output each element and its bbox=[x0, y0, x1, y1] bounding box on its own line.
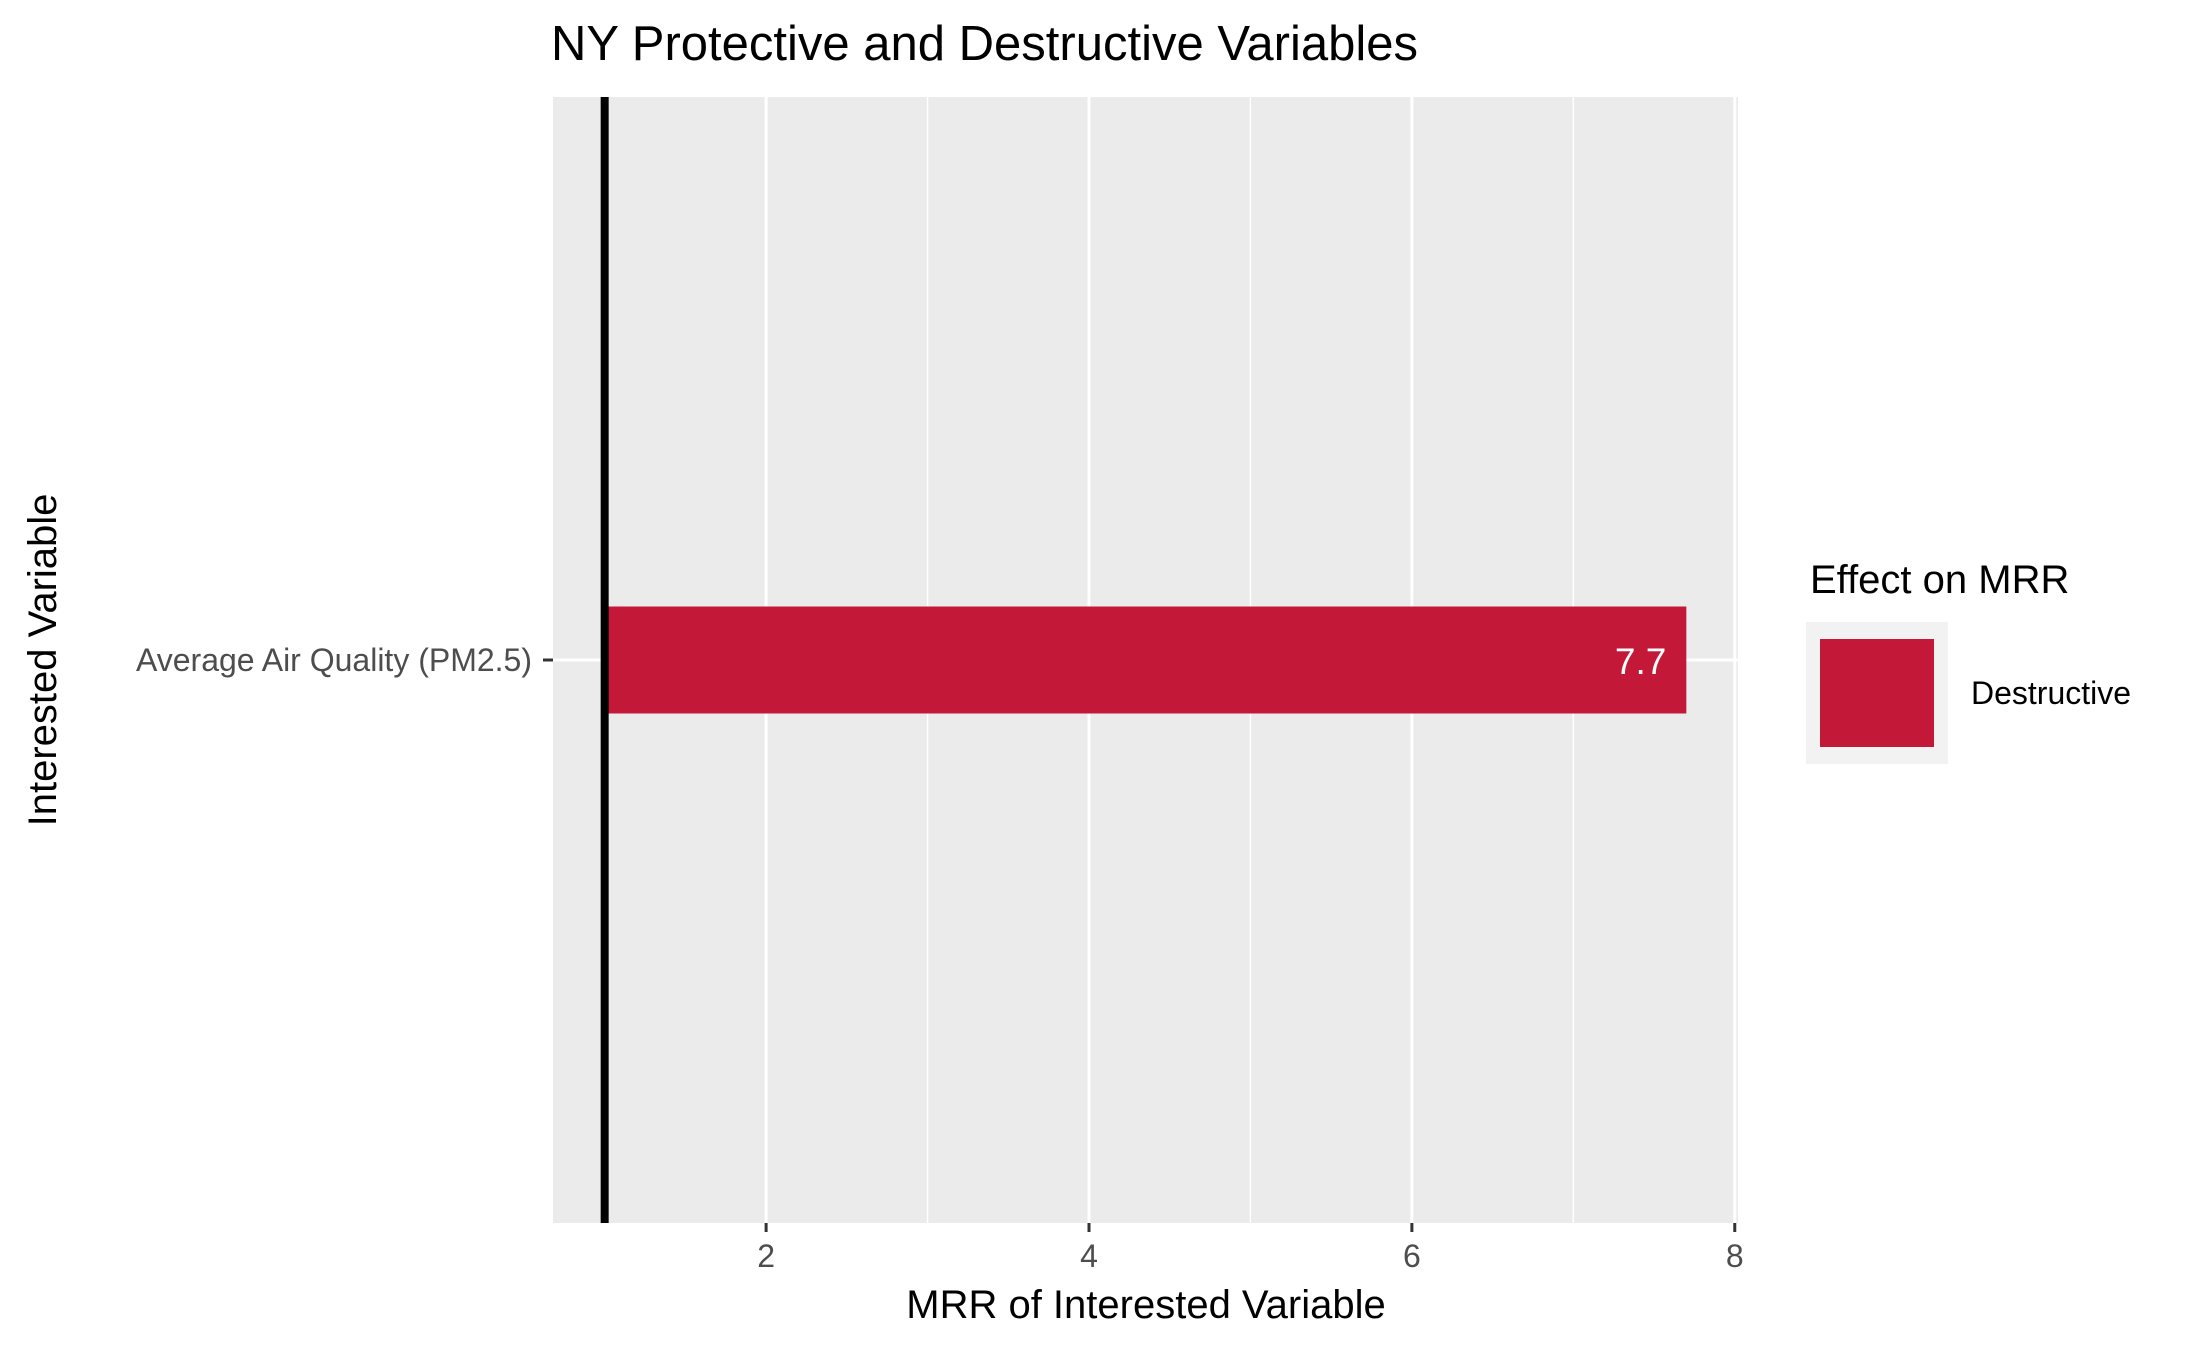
x-tick-label: 4 bbox=[1080, 1238, 1098, 1274]
x-axis: 2 4 6 8 bbox=[757, 1223, 1744, 1274]
x-tick-label: 2 bbox=[757, 1238, 775, 1274]
y-axis: Average Air Quality (PM2.5) bbox=[136, 642, 553, 678]
legend-title: Effect on MRR bbox=[1810, 558, 2069, 602]
x-tick-label: 8 bbox=[1726, 1238, 1744, 1274]
legend-entry-label: Destructive bbox=[1971, 675, 2131, 711]
legend-key-swatch bbox=[1820, 639, 1934, 747]
y-axis-label: Interested Variable bbox=[21, 494, 65, 827]
x-axis-label: MRR of Interested Variable bbox=[906, 1283, 1385, 1327]
bars bbox=[604, 606, 1687, 714]
legend: Effect on MRR Destructive bbox=[1806, 558, 2131, 764]
x-tick-label: 6 bbox=[1403, 1238, 1421, 1274]
chart-title: NY Protective and Destructive Variables bbox=[551, 17, 1418, 71]
bar-value-label: 7.7 bbox=[1615, 641, 1666, 682]
legend-entries: Destructive bbox=[1806, 622, 2131, 764]
bar-labels: 7.7 bbox=[1615, 641, 1666, 682]
y-tick-label: Average Air Quality (PM2.5) bbox=[136, 642, 532, 678]
bar-destructive bbox=[604, 606, 1687, 714]
